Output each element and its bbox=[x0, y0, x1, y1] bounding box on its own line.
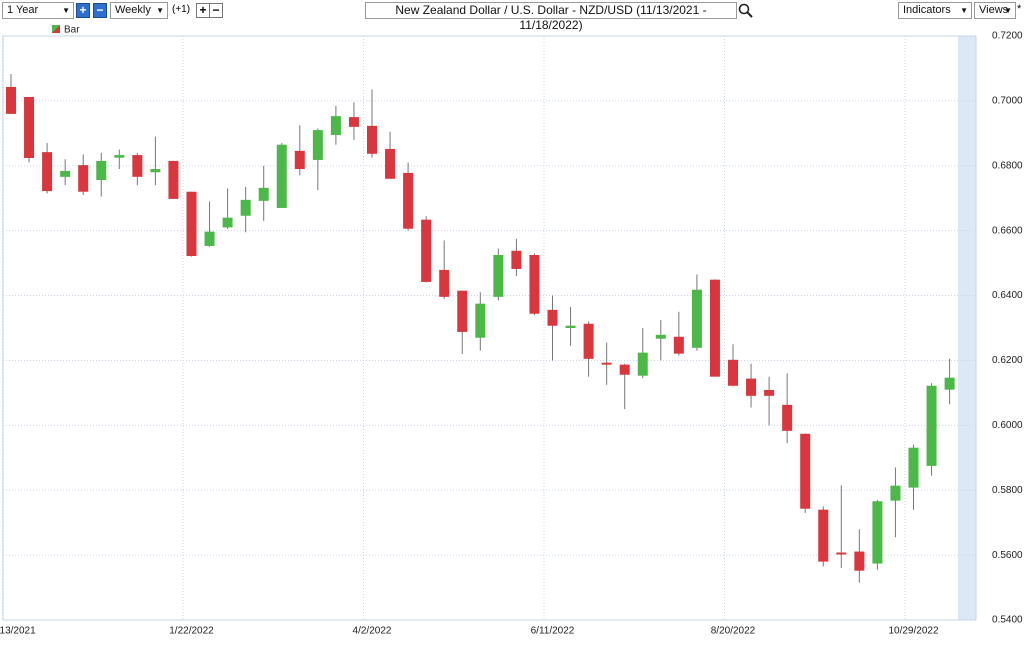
star: * bbox=[1017, 3, 1022, 15]
interval-select[interactable]: Weekly bbox=[110, 2, 168, 19]
zoom-in-button[interactable]: + bbox=[76, 3, 90, 18]
candle-body bbox=[294, 150, 305, 170]
y-tick-label: 0.7000 bbox=[992, 96, 1023, 107]
chart: Bar 0.5400 0.5600 0.5800 0.6000 0.6200 0.6400… bbox=[0, 25, 1023, 637]
candle-body bbox=[204, 231, 215, 246]
candle-body bbox=[908, 447, 919, 488]
candle-body bbox=[475, 303, 486, 338]
candle-body bbox=[312, 130, 323, 160]
candle-body bbox=[655, 334, 666, 339]
candle-body bbox=[78, 165, 89, 192]
offset-minus-button[interactable]: − bbox=[209, 3, 223, 18]
candle-body bbox=[186, 191, 197, 256]
candle-body bbox=[872, 501, 883, 564]
offset-label: (+1) bbox=[172, 4, 191, 15]
y-tick-label: 0.6400 bbox=[992, 290, 1023, 301]
y-tick-label: 0.5600 bbox=[992, 550, 1023, 561]
candle-body bbox=[367, 125, 377, 154]
y-tick-label: 0.6800 bbox=[992, 160, 1023, 171]
candle-body bbox=[276, 144, 287, 208]
candle-body bbox=[114, 155, 125, 158]
candle-body bbox=[782, 404, 793, 431]
candle-body bbox=[728, 359, 738, 386]
candle-body bbox=[836, 552, 847, 555]
candle-body bbox=[457, 290, 468, 332]
y-tick-label: 0.6000 bbox=[992, 420, 1023, 431]
candle-body bbox=[258, 187, 269, 201]
candle-body bbox=[511, 250, 522, 269]
candle-body bbox=[673, 336, 684, 354]
candle-body bbox=[746, 378, 757, 396]
candle-body bbox=[348, 117, 359, 127]
range-select[interactable]: 1 Year bbox=[2, 2, 74, 19]
zoom-out-button[interactable]: − bbox=[93, 3, 107, 18]
x-tick-label: 1/22/2022 bbox=[169, 626, 214, 637]
y-tick-label: 0.6600 bbox=[992, 225, 1023, 236]
candle-body bbox=[330, 116, 341, 135]
candle-body bbox=[42, 152, 53, 192]
indicators-menu[interactable]: Indicators bbox=[898, 2, 972, 19]
offset-plus-button[interactable]: + bbox=[196, 3, 210, 18]
plot-frame bbox=[2, 35, 977, 621]
candle-body bbox=[818, 509, 829, 562]
candle-body bbox=[385, 148, 396, 179]
candle-body bbox=[547, 309, 558, 326]
candle-body bbox=[168, 160, 179, 199]
candle-body bbox=[96, 160, 107, 181]
candle-body bbox=[583, 323, 594, 359]
candle-body bbox=[222, 217, 233, 228]
candle-body bbox=[6, 86, 16, 114]
y-tick-label: 0.5800 bbox=[992, 485, 1023, 496]
x-tick-label: 11/13/2021 bbox=[0, 626, 36, 637]
candle-body bbox=[439, 269, 450, 297]
candle-body bbox=[601, 362, 612, 365]
candle-body bbox=[800, 433, 811, 509]
candle-body bbox=[944, 377, 955, 390]
search-icon[interactable] bbox=[738, 3, 754, 19]
x-tick-label: 6/11/2022 bbox=[531, 626, 575, 637]
y-tick-label: 0.5400 bbox=[992, 615, 1023, 626]
candle-body bbox=[691, 289, 702, 348]
x-tick-label: 8/20/2022 bbox=[711, 626, 756, 637]
x-tick-label: 10/29/2022 bbox=[888, 626, 938, 637]
candle-body bbox=[240, 199, 251, 216]
legend-label: Bar bbox=[64, 25, 80, 36]
candle-body bbox=[709, 279, 720, 377]
candle-body bbox=[150, 169, 161, 173]
candle-body bbox=[619, 364, 630, 375]
candle-body bbox=[403, 172, 414, 229]
y-tick-label: 0.7200 bbox=[992, 31, 1023, 42]
x-tick-label: 4/2/2022 bbox=[353, 626, 392, 637]
candle-body bbox=[132, 155, 143, 177]
legend-swatch-down bbox=[52, 25, 60, 33]
candle-body bbox=[493, 255, 504, 297]
candle-body bbox=[24, 96, 35, 158]
candle-body bbox=[890, 485, 901, 501]
future-band bbox=[958, 36, 976, 620]
candle-body bbox=[637, 352, 648, 376]
candle-body bbox=[60, 170, 71, 177]
symbol-title[interactable]: New Zealand Dollar / U.S. Dollar - NZD/U… bbox=[365, 2, 737, 32]
candle-body bbox=[854, 551, 865, 571]
candle-body bbox=[926, 385, 937, 466]
candle-body bbox=[529, 255, 540, 314]
candle-body bbox=[764, 389, 775, 396]
candle-body bbox=[565, 325, 576, 328]
candle-body bbox=[421, 219, 432, 282]
views-menu[interactable]: Views bbox=[974, 2, 1016, 19]
y-tick-label: 0.6200 bbox=[992, 355, 1023, 366]
